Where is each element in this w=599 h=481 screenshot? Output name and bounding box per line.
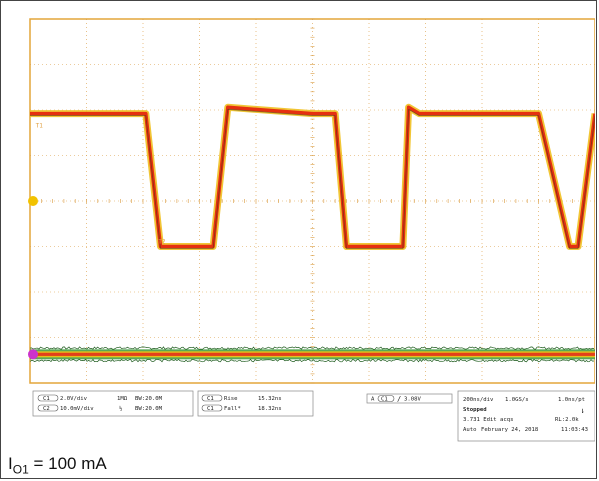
ch2-noise-top [29,346,595,350]
channel-markers: T1 T2 [28,123,166,360]
record-length: RL:2.0k [555,417,579,423]
meas1-value: 15.32ns [258,396,282,402]
ch2-bandwidth: BW:20.0M [135,406,163,412]
ch1-tag-box [37,394,59,402]
caption-symbol: I [8,454,13,473]
ch2-trace-core [30,352,595,356]
trigger-mode: A [371,397,375,403]
ch1-bandwidth: BW:20.0M [135,396,163,402]
ch1-level-marker [28,196,38,206]
caption-value: = 100 mA [28,454,107,473]
meas2-name: Fall* [224,406,241,412]
trigger-tag: C1 [381,397,388,403]
ch2-tag-box [37,404,59,412]
meas1-name: Rise [224,396,238,402]
ch2-level-marker [28,349,38,360]
channel-settings-box [32,390,194,417]
trigger-level: 3.08V [404,397,421,403]
meas1-tag-box [201,394,223,402]
trigger-state-icon: ⇂ [580,406,585,415]
ch2-scale: 10.0mV/div [60,406,94,412]
readout-panel: C1 2.0V/div 1MΩ BW:20.0M C2 10.0mV/div ½… [32,390,596,442]
meas2-tag-box [201,404,223,412]
trigger-tag-box [377,395,395,402]
acq-time: 11:03:43 [561,427,588,433]
figure-caption: IO1 = 100 mA [8,454,107,476]
ch2-tag: C2 [43,406,50,412]
trigger-slope-icon: / [397,395,401,403]
acq-mode: Auto [463,427,476,433]
oscilloscope-screen: T1 T2 C1 2.0V/div 1MΩ BW:20.0M C2 10.0mV/… [5,5,599,445]
caption-subscript: O1 [12,462,29,477]
trigger-box [366,393,453,404]
ch1-scale: 2.0V/div [60,396,88,402]
acq-status: Stopped [463,407,487,413]
meas2-tag: C1 [207,406,214,412]
meas1-tag: C1 [207,396,214,402]
ref-label-t1: T1 [36,123,44,130]
traces [29,103,599,363]
points-per-sample: 1.0ns/pt [558,397,585,403]
acq-date: February 24, 2018 [481,427,539,433]
ch2-noise-bottom [29,358,595,363]
ch1-coupling: 1MΩ [117,396,128,402]
acquisition-box [457,390,596,442]
ch1-tag: C1 [43,396,50,402]
screen-background [5,5,595,445]
acq-count: 3.731 Edit acqs [463,417,514,423]
ch2-coupling: ½ [119,405,123,412]
ch1-trace-shadow [30,108,596,249]
sample-rate: 1.0GS/s [505,397,529,403]
meas2-value: 18.32ns [258,406,282,412]
timebase-div: 200ns/div [463,397,494,403]
graticule-grid [29,18,596,384]
ref-label-t2: T2 [158,239,166,246]
